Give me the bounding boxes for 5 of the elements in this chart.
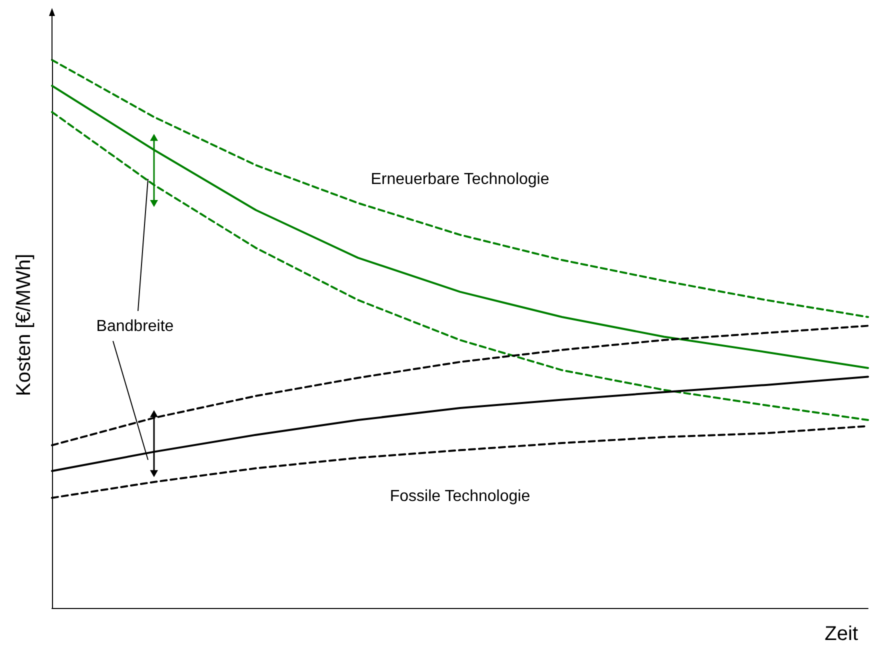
x-axis-title: Zeit [824, 623, 858, 645]
annotation: Erneuerbare Technologie [370, 171, 550, 188]
annotation: Fossile Technologie [390, 488, 530, 506]
annotation: Bandbreite [96, 318, 174, 335]
y-axis-title: Kosten [€/MWh] [13, 254, 35, 396]
